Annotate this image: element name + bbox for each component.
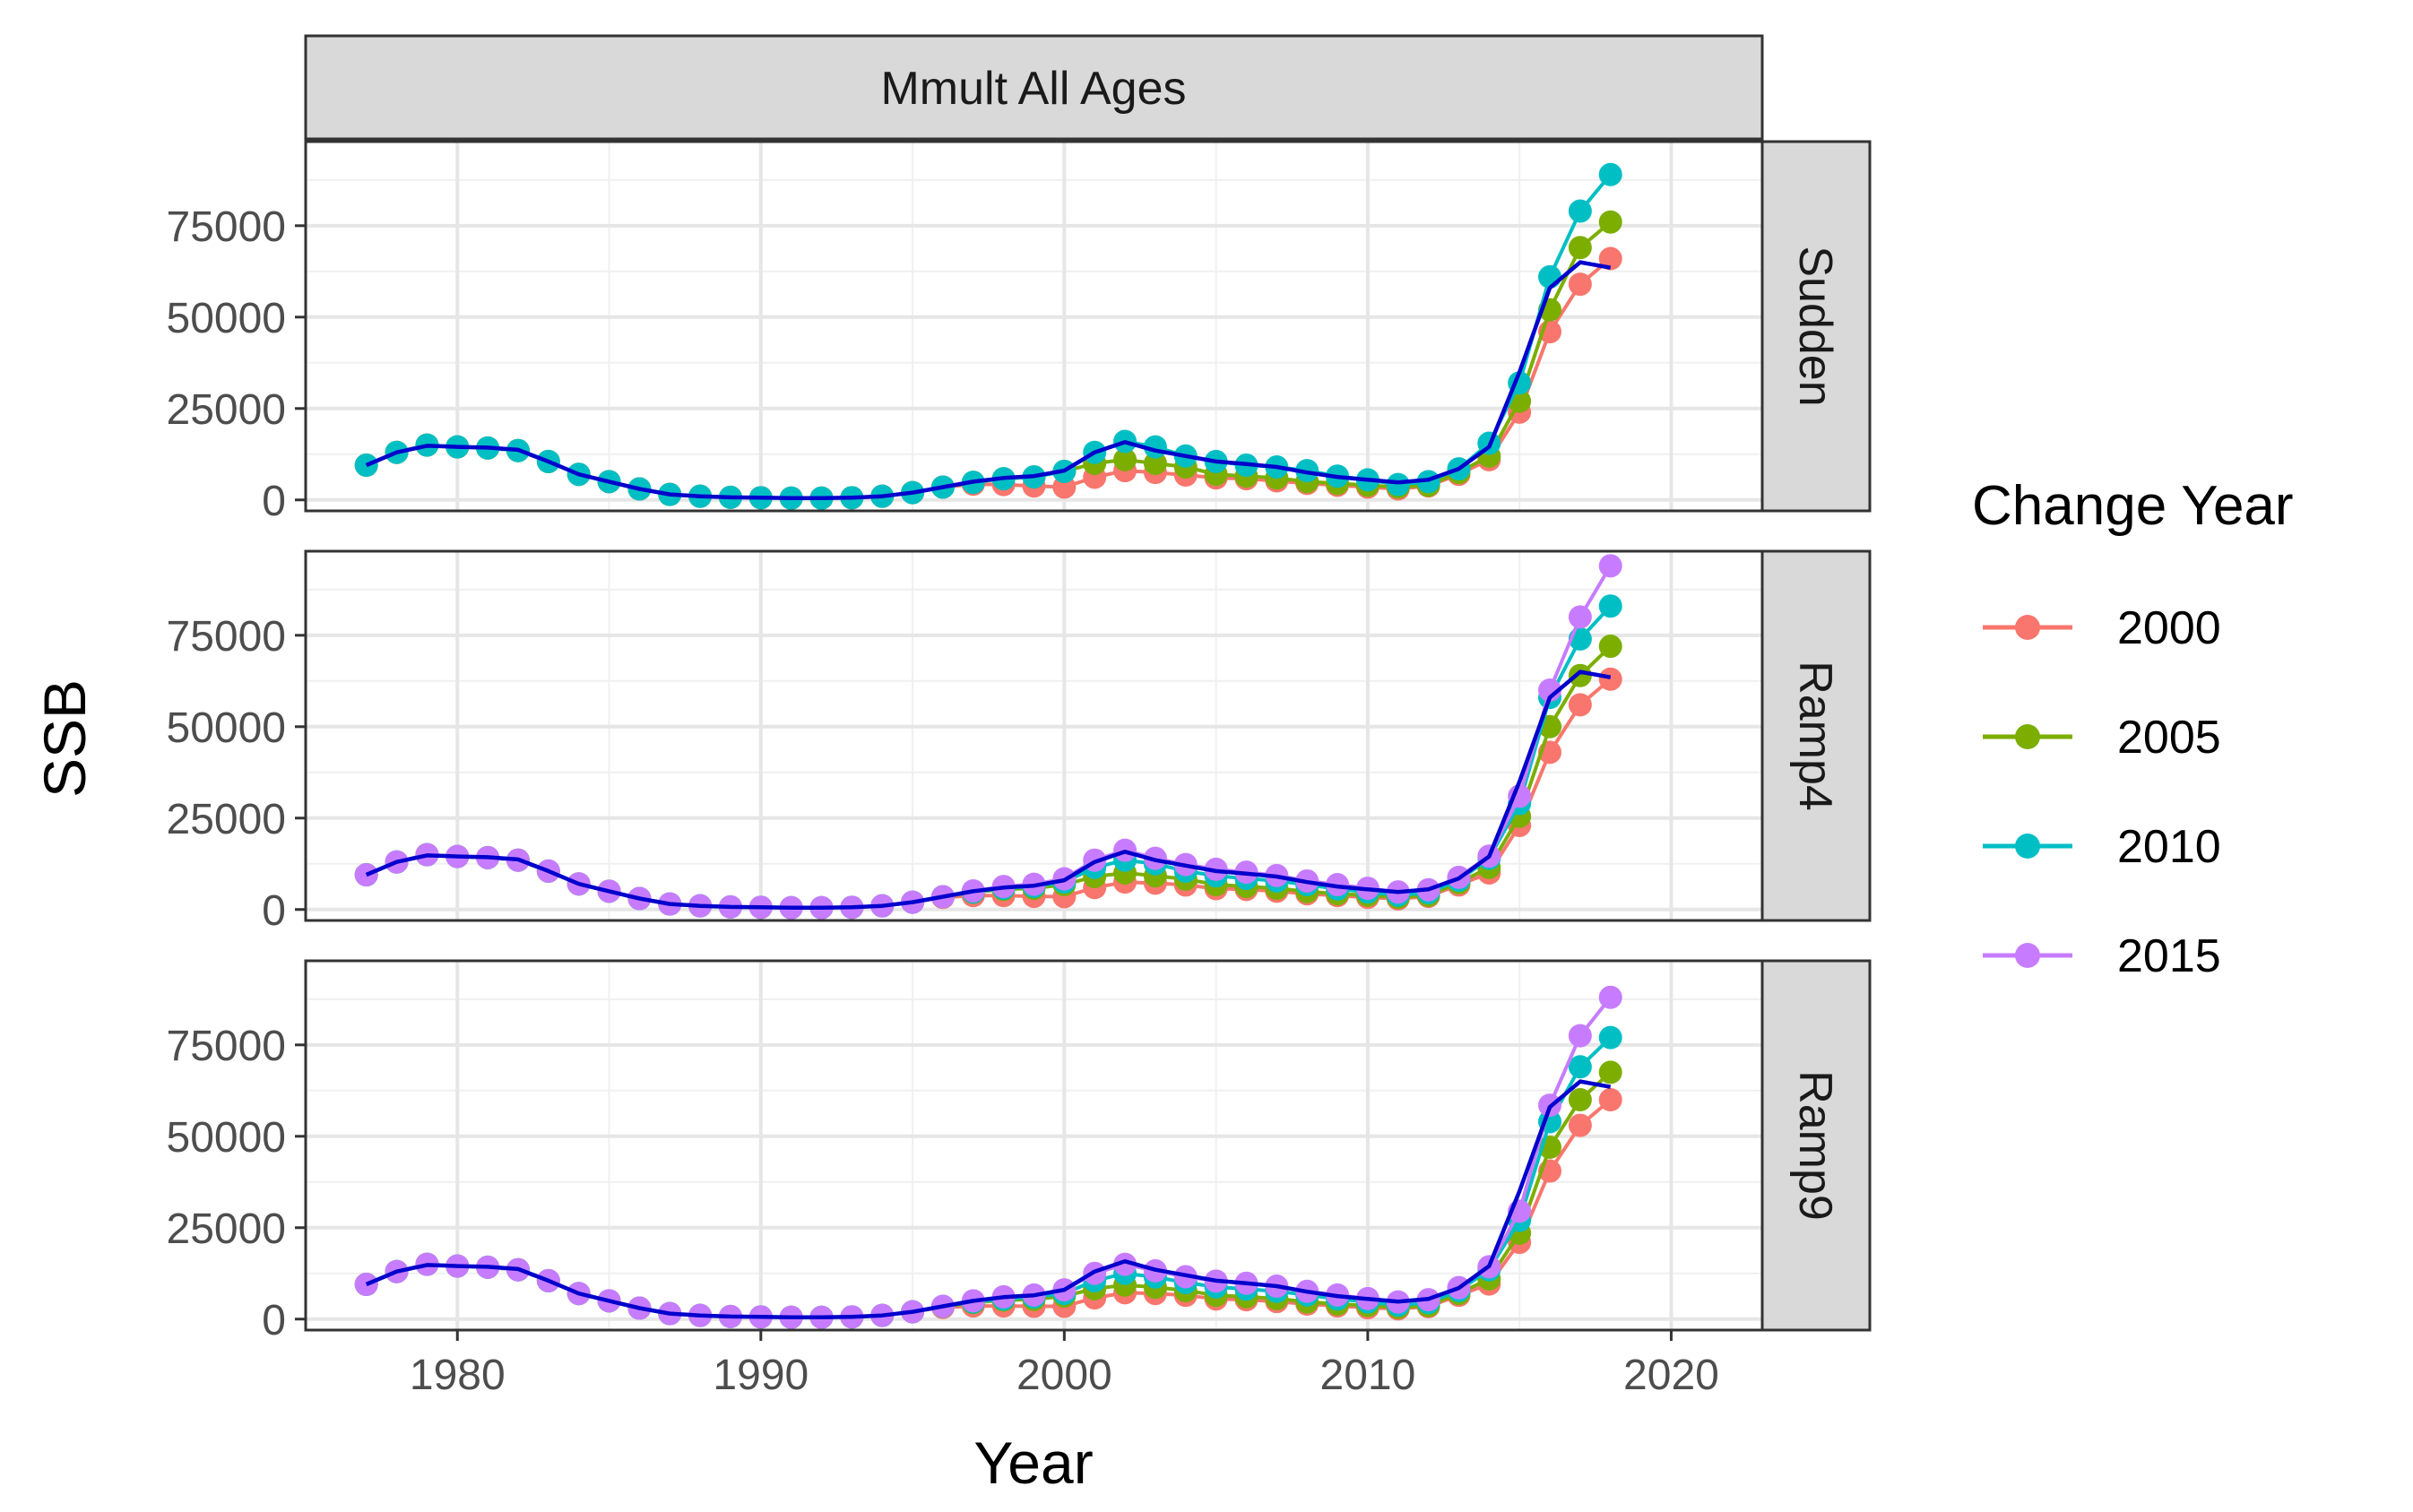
legend-key-point xyxy=(2015,724,2040,749)
reference-line xyxy=(365,670,1612,910)
legend-label: 2010 xyxy=(2117,821,2221,873)
y-tick-label: 75000 xyxy=(167,613,286,661)
y-tick-label: 50000 xyxy=(167,295,286,342)
y-tick-label: 50000 xyxy=(167,1114,286,1162)
column-strip-label: Mmult All Ages xyxy=(880,63,1186,115)
y-axis-title: SSB xyxy=(31,679,98,798)
legend: Change Year 2000 2005 2010 2015 xyxy=(1972,475,2294,982)
y-tick-label: 75000 xyxy=(167,1023,286,1070)
y-tick-label: 25000 xyxy=(167,1205,286,1253)
legend-entry-2000: 2000 xyxy=(1983,602,2221,654)
data-point xyxy=(1113,447,1137,471)
legend-entry-2015: 2015 xyxy=(1983,930,2221,982)
x-tick-label: 2000 xyxy=(1016,1352,1112,1399)
y-tick-label: 0 xyxy=(262,887,286,935)
data-point xyxy=(1568,1088,1592,1112)
data-point xyxy=(1508,784,1532,808)
row-strip-background xyxy=(1760,140,1872,513)
legend-key-point xyxy=(2015,834,2040,859)
legend-entry-2010: 2010 xyxy=(1983,821,2221,873)
legend-key-point xyxy=(2015,615,2040,640)
data-point xyxy=(1598,1060,1622,1084)
data-point xyxy=(1568,1113,1592,1137)
column-strip-background xyxy=(304,34,1764,141)
data-point xyxy=(1113,1252,1137,1276)
y-tick-label: 0 xyxy=(262,478,286,525)
legend-label: 2005 xyxy=(2117,712,2221,764)
data-point xyxy=(1598,554,1622,578)
data-point xyxy=(1568,693,1592,717)
facet-panels: Sudden 0 25000 50000 75000 Ramp4 0 25000 50000 75… xyxy=(167,140,1872,1344)
data-point xyxy=(1598,1088,1622,1112)
row-strip-label: Ramp9 xyxy=(1789,1070,1841,1221)
y-tick-label: 0 xyxy=(262,1297,286,1344)
x-tick-label: 2020 xyxy=(1623,1352,1719,1399)
data-point xyxy=(1568,1024,1592,1048)
x-tick-label: 1990 xyxy=(713,1352,809,1399)
data-point xyxy=(1598,635,1622,659)
data-point xyxy=(1598,594,1622,618)
data-point xyxy=(1568,1055,1592,1079)
data-point xyxy=(1598,667,1622,691)
data-point xyxy=(1568,199,1592,223)
data-point xyxy=(1598,210,1622,234)
x-axis-title: Year xyxy=(973,1430,1093,1496)
reference-line xyxy=(365,1079,1612,1319)
x-tick-label: 2010 xyxy=(1320,1352,1416,1399)
column-strip: Mmult All Ages xyxy=(304,34,1764,141)
row-strip-background xyxy=(1760,959,1872,1332)
y-tick-label: 75000 xyxy=(167,203,286,251)
panel-ramp4: Ramp4 0 25000 50000 75000 xyxy=(167,549,1872,935)
data-point xyxy=(1598,246,1622,271)
legend-title: Change Year xyxy=(1972,475,2294,537)
legend-label: 2000 xyxy=(2117,602,2221,654)
data-point xyxy=(1386,472,1410,497)
data-point xyxy=(1568,236,1592,260)
row-strip-label: Sudden xyxy=(1789,246,1841,406)
row-strip-background xyxy=(1760,549,1872,922)
data-point xyxy=(1568,272,1592,297)
data-point xyxy=(1143,451,1167,475)
x-tick-label: 1980 xyxy=(410,1352,506,1399)
data-point xyxy=(1538,264,1562,289)
data-point xyxy=(1598,1025,1622,1050)
y-tick-label: 50000 xyxy=(167,704,286,752)
y-tick-label: 25000 xyxy=(167,386,286,434)
panel-ramp9: Ramp9 0 25000 50000 75000 xyxy=(167,959,1872,1344)
legend-label: 2015 xyxy=(2117,930,2221,982)
data-point xyxy=(1538,678,1562,703)
legend-entry-2005: 2005 xyxy=(1983,712,2221,764)
data-point xyxy=(1568,663,1592,687)
reference-line xyxy=(365,260,1612,500)
data-point xyxy=(1598,162,1622,186)
row-strip-label: Ramp4 xyxy=(1789,661,1841,811)
data-point xyxy=(1598,985,1622,1009)
x-axis: 1980 1990 2000 2010 2020 xyxy=(410,1330,1719,1399)
legend-key-point xyxy=(2015,943,2040,968)
data-point xyxy=(1568,605,1592,629)
y-tick-label: 25000 xyxy=(167,796,286,843)
panel-sudden: Sudden 0 25000 50000 75000 xyxy=(167,140,1872,525)
